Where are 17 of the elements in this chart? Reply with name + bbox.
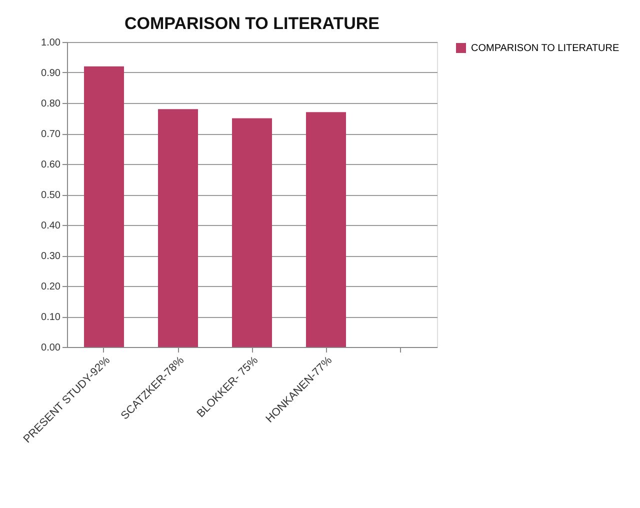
y-tick-label: 0.20 [41,282,61,292]
y-tick-label: 0.10 [41,312,61,323]
bar [84,66,124,347]
bar [306,112,346,347]
y-tick-label: 0.00 [41,342,61,354]
y-tick-label: 0.50 [41,190,61,201]
chart-title: COMPARISON TO LITERATURE [124,14,380,33]
bar [232,118,272,347]
y-tick-label: 0.70 [41,129,61,140]
y-tick-label: 1.00 [41,38,61,48]
bar [158,109,198,347]
y-tick-label: 0.90 [41,68,61,79]
legend-label: COMPARISON TO LITERATURE [471,43,620,54]
y-tick-label: 0.40 [41,220,61,232]
y-tick-label: 0.80 [41,98,61,110]
y-tick-label: 0.60 [41,160,61,170]
y-tick-label: 0.30 [41,251,61,262]
